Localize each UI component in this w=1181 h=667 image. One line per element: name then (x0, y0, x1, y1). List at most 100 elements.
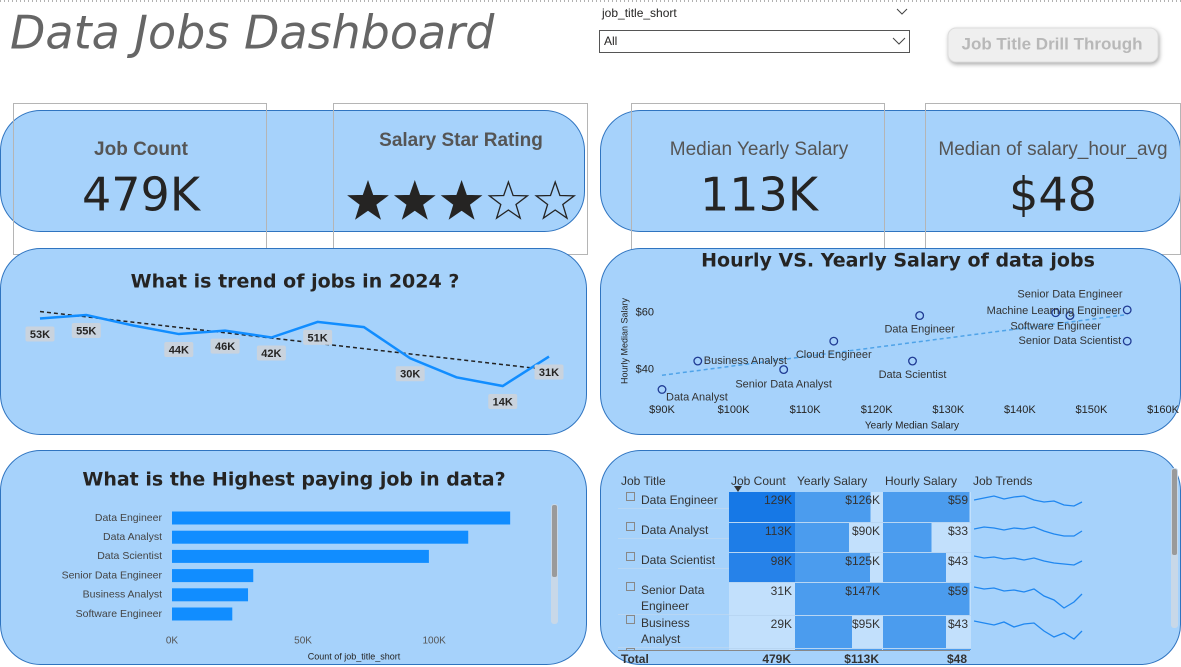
x-tick-label: $120K (861, 404, 893, 416)
trend-cell (971, 582, 1087, 615)
point (657, 385, 667, 394)
point-label: Machine Learning Engineer (987, 305, 1122, 317)
column-header: Hourly Salary (885, 474, 958, 488)
data-label-bg (164, 342, 194, 358)
cell: $33 (883, 522, 971, 553)
y-tick-label: Senior Data Engineer (62, 569, 163, 581)
x-tick-label: 100K (422, 636, 446, 647)
column-header: Job Count (731, 474, 786, 488)
chevron (892, 37, 906, 45)
column-header: Job Trends (973, 474, 1033, 488)
data-label: 55K (76, 325, 96, 337)
row-title: Data Analyst (618, 522, 729, 539)
point (1122, 336, 1132, 346)
star-rating (347, 180, 577, 220)
expand-icon[interactable] (626, 492, 635, 501)
x-tick-label: $150K (1076, 404, 1108, 416)
x-tick-label: 0K (166, 636, 179, 647)
cell: $59 (883, 582, 971, 616)
cell: $43 (883, 552, 971, 583)
cell: $145K (795, 648, 883, 650)
sparkline (973, 620, 1083, 640)
data-label: 31K (539, 367, 559, 379)
expand-icon[interactable] (626, 615, 635, 624)
point-label: Senior Data Engineer (1017, 288, 1123, 300)
table-row: Software Engineer23K$145K$60 (618, 648, 1087, 650)
total-cell: $48 (882, 650, 970, 667)
slicer-label: job_title_short (601, 6, 677, 20)
point (693, 356, 703, 366)
y-axis-label: Hourly Median Salary (619, 297, 629, 384)
row-title: Data Scientist (618, 552, 729, 569)
trend-cell (971, 648, 1087, 650)
cell: $90K (795, 522, 883, 553)
expand-icon[interactable] (626, 648, 635, 650)
cell: 98K (729, 552, 795, 583)
row-label: Software Engineer (641, 648, 726, 650)
star-filled (347, 180, 389, 220)
cell: $95K (795, 615, 883, 649)
point (915, 311, 925, 321)
drill-button[interactable] (947, 27, 1159, 63)
data-label-bg (25, 326, 55, 342)
sparkline (974, 648, 1084, 650)
kpi-card (0, 110, 585, 232)
sparkline (973, 526, 1083, 537)
total-cell: $113K (794, 650, 882, 667)
data-label: 30K (400, 369, 420, 381)
column-header: Job Title (621, 474, 666, 488)
chevron (896, 8, 908, 15)
dashboard-title: Data Jobs Dashboard (10, 6, 495, 60)
line (39, 313, 550, 388)
x-tick-label: $110K (790, 404, 822, 416)
kpi-value: 479K (82, 168, 202, 222)
data-label-bg (256, 345, 286, 361)
cell: $59 (883, 492, 971, 523)
chart-card (0, 248, 587, 435)
cell: 31K (729, 582, 795, 616)
trend-line (661, 313, 1128, 376)
table-row: Data Engineer 129K $126K $59 (618, 492, 1087, 523)
y-tick-label: Data Engineer (95, 512, 163, 524)
point (829, 336, 839, 346)
data-label: 51K (308, 332, 328, 344)
y-tick-label: Business Analyst (83, 589, 162, 601)
row-title: Senior Data Engineer (618, 582, 729, 615)
y-tick-label: Data Scientist (97, 550, 162, 562)
cell: 29K (729, 615, 795, 649)
data-label-bg (395, 366, 425, 382)
chart-title: What is the Highest paying job in data? (82, 469, 505, 491)
bar (172, 549, 429, 563)
kpi-label: Median of salary_hour_avg (938, 139, 1167, 160)
trend-cell (971, 615, 1087, 648)
sparkline-path (973, 555, 1083, 566)
point (1122, 305, 1132, 315)
data-label: 42K (261, 348, 281, 360)
header-row: Job Title Job Count Yearly Salary Hourly Sa… (618, 470, 1080, 492)
data-label-bg (303, 329, 333, 345)
table-rows: Data Engineer 129K $126K $59 Data Analyst 113… (618, 492, 1087, 650)
bar (172, 569, 254, 583)
cell: 129K (729, 492, 795, 523)
expand-icon[interactable] (626, 522, 635, 531)
star-filled (393, 180, 436, 220)
table-body: Data Engineer 129K $126K $59 Data Analyst 113… (618, 492, 1098, 650)
scrollbar[interactable] (1172, 469, 1177, 555)
bar (172, 511, 511, 525)
point-label: Senior Data Analyst (735, 378, 832, 390)
data-label-bg (488, 394, 518, 409)
expand-icon[interactable] (626, 552, 635, 561)
sparkline-path (973, 586, 1083, 609)
sort-arrow (734, 486, 742, 492)
table-row: Data Analyst 113K $90K $33 (618, 522, 1087, 553)
scrollbar[interactable] (552, 505, 557, 577)
row-title: Data Engineer (618, 492, 729, 509)
total-row: Total 479K $113K $48 (618, 650, 1080, 667)
bar (172, 588, 249, 602)
sparkline (973, 586, 1083, 609)
star-empty (534, 180, 577, 220)
point-label: Senior Data Scientist (1018, 335, 1121, 347)
star-filled (440, 180, 483, 220)
slicer-dropdown[interactable] (599, 30, 910, 53)
expand-icon[interactable] (626, 582, 635, 591)
